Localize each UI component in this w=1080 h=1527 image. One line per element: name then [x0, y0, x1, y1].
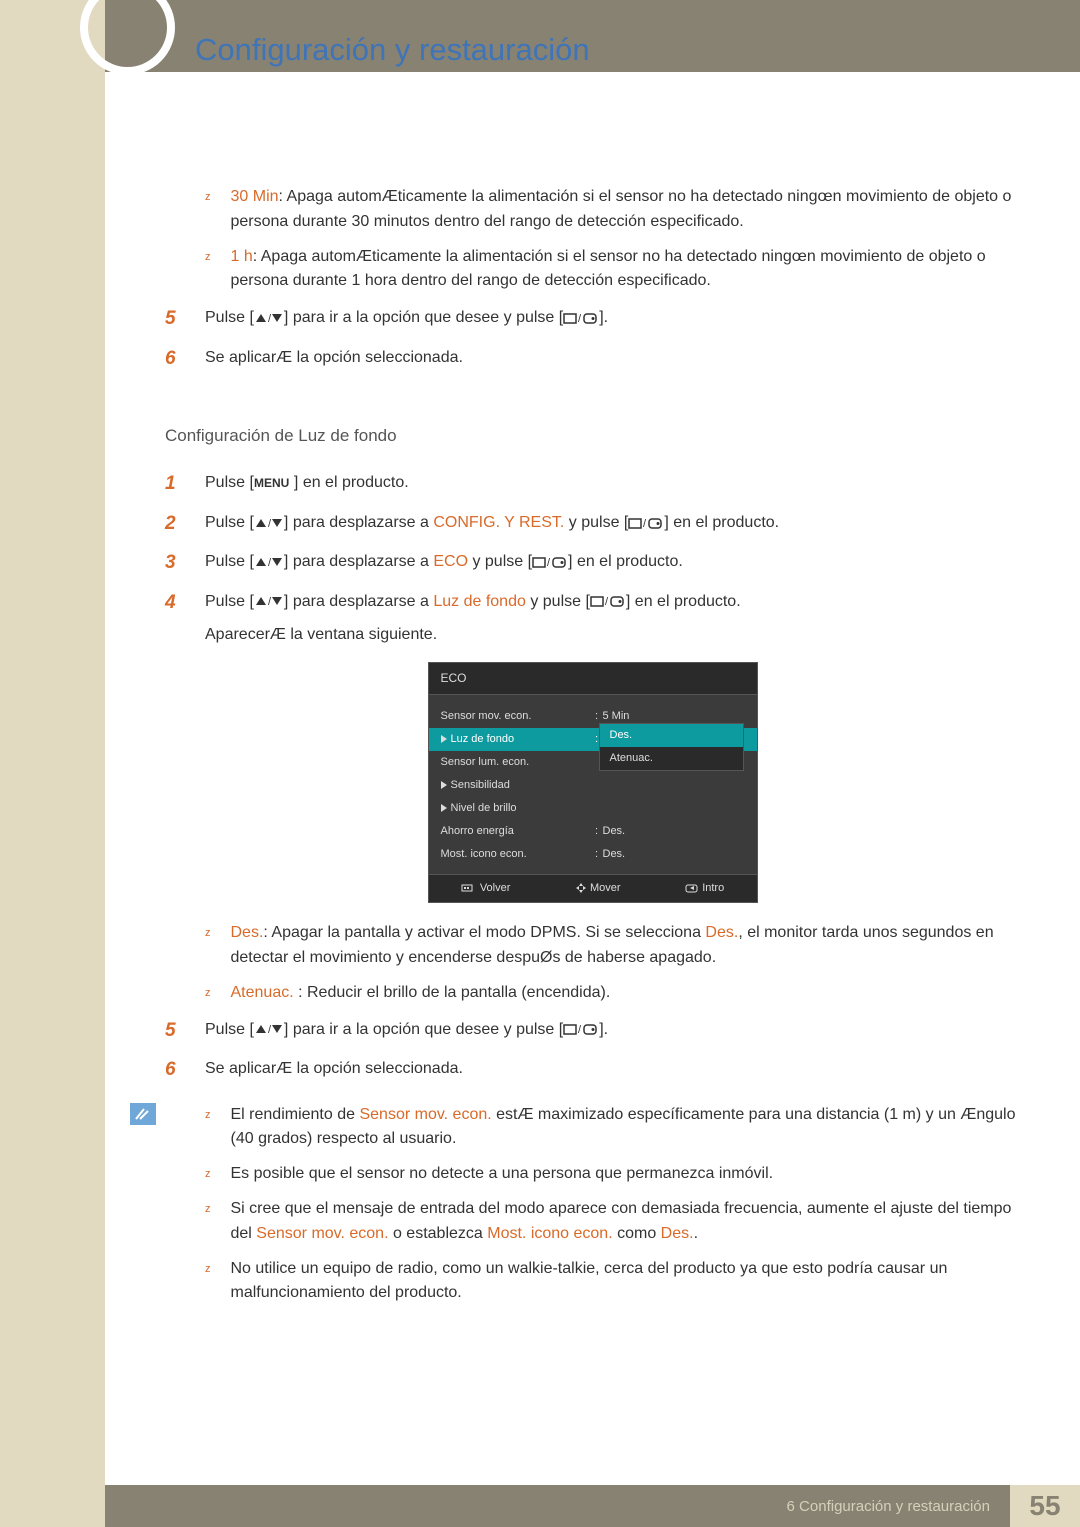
menu-icon: MENU: [254, 476, 294, 490]
enter-icon: /: [563, 1022, 599, 1036]
svg-text:MENU: MENU: [254, 476, 289, 490]
step-row: 1 Pulse [MENU] en el producto.: [165, 469, 1020, 498]
notes-block: z El rendimiento de Sensor mov. econ. es…: [165, 1103, 1020, 1307]
bullet-marker: z: [205, 1201, 211, 1247]
step-number: 5: [165, 1016, 205, 1045]
bullet-marker: z: [205, 189, 211, 235]
step-text: Pulse [/] para ir a la opción que desee …: [205, 1016, 1020, 1045]
osd-row: Most. icono econ.:Des.: [429, 843, 757, 866]
bullet-item: z Atenuac. : Reducir el brillo de la pan…: [205, 981, 1020, 1006]
triangle-icon: [441, 804, 447, 812]
note-item: z Es posible que el sensor no detecte a …: [205, 1162, 1020, 1187]
subsection-heading: Configuración de Luz de fondo: [165, 423, 1020, 449]
step-text: Pulse [/] para desplazarse a CONFIG. Y R…: [205, 509, 1020, 538]
osd-footer: Volver Mover Intro: [429, 874, 757, 902]
triangle-icon: [441, 781, 447, 789]
note-text: Es posible que el sensor no detecte a un…: [231, 1162, 1021, 1187]
svg-text:/: /: [547, 557, 551, 569]
step-text: Se aplicarÆ la opción seleccionada.: [205, 344, 1020, 373]
step-row: 6 Se aplicarÆ la opción seleccionada.: [165, 344, 1020, 373]
bullet-marker: z: [205, 249, 211, 295]
osd-row: Ahorro energía:Des.: [429, 820, 757, 843]
osd-popup-item: Des.: [600, 724, 743, 747]
bullet-marker: z: [205, 1166, 211, 1187]
left-sidebar: [0, 0, 105, 1527]
step-number: 1: [165, 469, 205, 498]
enter-icon: /: [628, 516, 664, 530]
svg-text:/: /: [605, 596, 609, 608]
osd-footer-item: Mover: [575, 880, 621, 897]
footer-bar: 6 Configuración y restauración 55: [105, 1485, 1080, 1527]
step-text: Pulse [MENU] en el producto.: [205, 469, 1020, 498]
step-number: 6: [165, 1055, 205, 1084]
svg-text:/: /: [643, 518, 647, 530]
bullet-text: 1 h: Apaga automÆticamente la alimentaci…: [231, 245, 1021, 295]
updown-icon: /: [254, 1023, 284, 1035]
note-item: z Si cree que el mensaje de entrada del …: [205, 1197, 1020, 1247]
osd-footer-item: Volver: [461, 880, 511, 897]
updown-icon: /: [254, 312, 284, 324]
bullet-item: z Des.: Apagar la pantalla y activar el …: [205, 921, 1020, 971]
bullet-marker: z: [205, 1261, 211, 1307]
step-row: 4 Pulse [/] para desplazarse a Luz de fo…: [165, 588, 1020, 648]
updown-icon: /: [254, 595, 284, 607]
bullet-marker: z: [205, 985, 211, 1006]
bullet-item: z 1 h: Apaga automÆticamente la alimenta…: [205, 245, 1020, 295]
updown-icon: /: [254, 517, 284, 529]
note-icon: [130, 1103, 156, 1125]
bullet-text: 30 Min: Apaga automÆticamente la aliment…: [231, 185, 1021, 235]
bullet-item: z 30 Min: Apaga automÆticamente la alime…: [205, 185, 1020, 235]
osd-menu: ECO Sensor mov. econ.:5 Min Luz de fondo…: [428, 662, 758, 903]
enter-icon: /: [563, 311, 599, 325]
step-number: 5: [165, 304, 205, 333]
step-row: 5 Pulse [/] para ir a la opción que dese…: [165, 304, 1020, 333]
footer-text: 6 Configuración y restauración: [787, 1498, 990, 1515]
bullet-text: Atenuac. : Reducir el brillo de la panta…: [231, 981, 1021, 1006]
bullet-text: Des.: Apagar la pantalla y activar el mo…: [231, 921, 1021, 971]
content-area: z 30 Min: Apaga automÆticamente la alime…: [165, 185, 1020, 1316]
bullet-marker: z: [205, 925, 211, 971]
step-row: 5 Pulse [/] para ir a la opción que dese…: [165, 1016, 1020, 1045]
updown-icon: /: [254, 556, 284, 568]
note-text: No utilice un equipo de radio, como un w…: [231, 1257, 1021, 1307]
svg-text:/: /: [268, 518, 272, 529]
step-text: Pulse [/] para desplazarse a ECO y pulse…: [205, 548, 1020, 577]
enter-icon: /: [532, 555, 568, 569]
note-text: Si cree que el mensaje de entrada del mo…: [231, 1197, 1021, 1247]
osd-body: Sensor mov. econ.:5 Min Luz de fondo: Se…: [429, 695, 757, 874]
step-text: Se aplicarÆ la opción seleccionada.: [205, 1055, 1020, 1084]
osd-row: Nivel de brillo: [429, 797, 757, 820]
bullet-marker: z: [205, 1107, 211, 1153]
note-text: El rendimiento de Sensor mov. econ. estÆ…: [231, 1103, 1021, 1153]
step-text: Pulse [/] para ir a la opción que desee …: [205, 304, 1020, 333]
step-row: 6 Se aplicarÆ la opción seleccionada.: [165, 1055, 1020, 1084]
svg-text:/: /: [578, 313, 582, 325]
page-number: 55: [1010, 1485, 1080, 1527]
step-row: 2 Pulse [/] para desplazarse a CONFIG. Y…: [165, 509, 1020, 538]
triangle-icon: [441, 735, 447, 743]
step-number: 2: [165, 509, 205, 538]
svg-text:/: /: [268, 596, 272, 607]
svg-text:/: /: [268, 313, 272, 324]
osd-footer-item: Intro: [685, 880, 724, 897]
step-number: 3: [165, 548, 205, 577]
step-text: Pulse [/] para desplazarse a Luz de fond…: [205, 588, 1020, 648]
step-row: 3 Pulse [/] para desplazarse a ECO y pul…: [165, 548, 1020, 577]
osd-row: Sensibilidad: [429, 774, 757, 797]
page-title: Configuración y restauración: [195, 32, 590, 68]
step-number: 4: [165, 588, 205, 648]
osd-popup: Des. Atenuac.: [599, 723, 744, 771]
step-number: 6: [165, 344, 205, 373]
svg-text:/: /: [268, 557, 272, 568]
svg-text:/: /: [578, 1024, 582, 1036]
enter-icon: /: [590, 594, 626, 608]
svg-text:/: /: [268, 1024, 272, 1035]
note-item: z El rendimiento de Sensor mov. econ. es…: [205, 1103, 1020, 1153]
note-item: z No utilice un equipo de radio, como un…: [205, 1257, 1020, 1307]
osd-title: ECO: [429, 663, 757, 695]
osd-popup-item: Atenuac.: [600, 747, 743, 770]
